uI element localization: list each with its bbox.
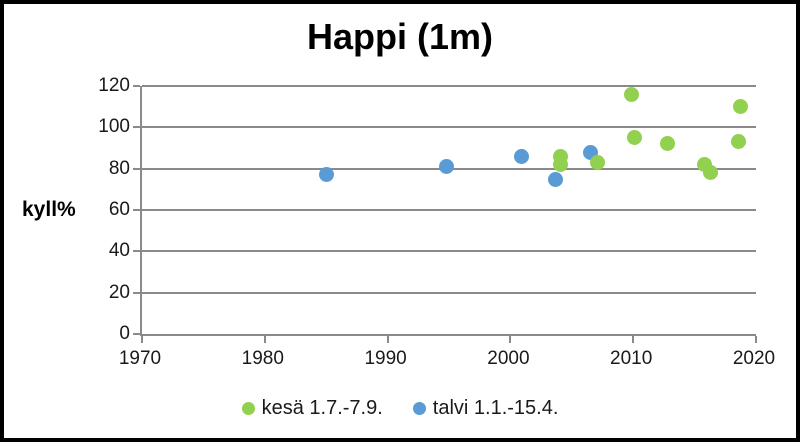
- legend-item-kesa: kesä 1.7.-7.9.: [241, 397, 383, 420]
- gridline-y-60: [142, 209, 756, 211]
- data-point-kesa: [703, 165, 719, 181]
- x-tick-label: 1980: [241, 348, 284, 369]
- data-point-kesa: [732, 99, 748, 115]
- legend: kesä 1.7.-7.9. talvi 1.1.-15.4.: [4, 397, 796, 420]
- x-axis-tick: [632, 336, 635, 343]
- y-axis-tick: [133, 250, 140, 253]
- gridline-y-120: [142, 85, 756, 87]
- y-tick-label: 100: [98, 116, 130, 138]
- data-point-talvi: [318, 167, 334, 183]
- data-point-kesa: [626, 130, 642, 146]
- y-axis-tick: [133, 126, 140, 129]
- gridline-y-20: [142, 291, 756, 294]
- x-tick-label: 2020: [732, 348, 776, 369]
- data-point-kesa: [624, 86, 640, 102]
- y-axis-tick: [133, 291, 140, 294]
- y-tick-label: 120: [98, 75, 130, 96]
- gridline-y-40: [142, 250, 756, 253]
- data-point-kesa: [590, 154, 606, 170]
- data-point-kesa: [731, 134, 747, 150]
- y-tick-label: 60: [108, 199, 130, 220]
- x-axis-tick: [386, 336, 389, 343]
- x-tick-label: 2010: [610, 348, 653, 369]
- data-point-talvi: [439, 159, 455, 175]
- legend-label: talvi 1.1.-15.4.: [432, 397, 559, 419]
- y-tick-label: 0: [119, 323, 130, 344]
- legend-item-talvi: talvi 1.1.-15.4.: [412, 397, 559, 420]
- y-tick-label: 20: [108, 281, 130, 303]
- data-point-kesa: [660, 136, 676, 152]
- y-axis-tick: [133, 209, 140, 211]
- x-tick-label: 2000: [487, 348, 530, 369]
- x-tick-label: 1970: [118, 348, 162, 369]
- chart-title: Happi (1m): [306, 16, 493, 57]
- x-axis-tick: [755, 336, 757, 343]
- x-axis-tick: [509, 336, 512, 343]
- y-axis-title: kyll%: [22, 198, 76, 221]
- data-point-talvi: [513, 148, 529, 164]
- data-point-kesa: [553, 157, 569, 173]
- y-axis-tick: [133, 85, 140, 87]
- plot-area: [133, 85, 757, 343]
- y-tick-label: 80: [108, 157, 130, 179]
- legend-label: kesä 1.7.-7.9.: [261, 397, 383, 419]
- legend-marker-icon: [412, 402, 426, 415]
- x-tick-label: 1990: [364, 348, 407, 369]
- gridline-y-100: [142, 126, 756, 129]
- y-axis-tick: [133, 333, 140, 335]
- x-axis-tick: [141, 336, 143, 343]
- y-tick-label: 40: [108, 240, 130, 262]
- legend-marker-icon: [241, 402, 255, 415]
- x-axis-tick: [263, 336, 266, 343]
- y-axis-tick: [133, 167, 140, 170]
- data-point-talvi: [548, 171, 564, 187]
